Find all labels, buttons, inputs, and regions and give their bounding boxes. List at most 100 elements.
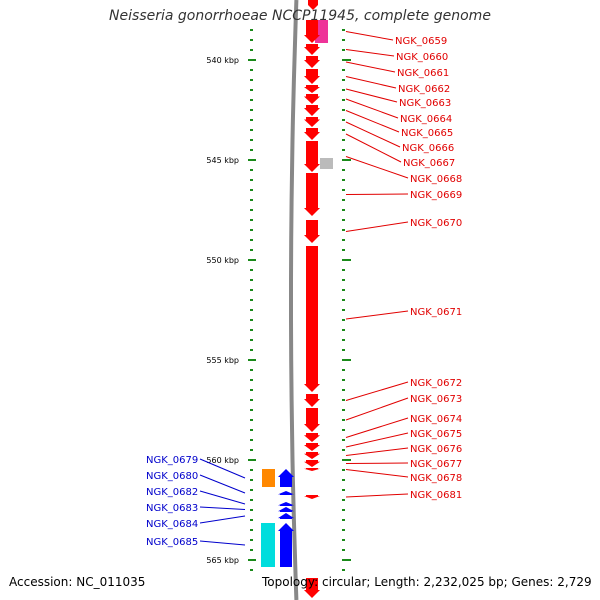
minor-tick-right: [342, 79, 345, 81]
leader-line-ngk_0680: [199, 474, 246, 494]
minor-tick-left: [250, 369, 253, 371]
minor-tick-right: [342, 119, 345, 121]
orange-feature: [262, 469, 275, 487]
minor-tick-right: [342, 219, 345, 221]
minor-tick-right: [342, 49, 345, 51]
minor-tick-right: [342, 239, 345, 241]
minor-tick-left: [250, 229, 253, 231]
minor-tick-right: [342, 429, 345, 431]
major-tick-right: [342, 59, 351, 61]
gene-arrow-ngk_0673: [304, 408, 320, 432]
minor-tick-left: [250, 79, 253, 81]
leader-line-ngk_0675: [345, 432, 409, 448]
minor-tick-right: [342, 29, 345, 31]
minor-tick-left: [250, 289, 253, 291]
minor-tick-right: [342, 149, 345, 151]
minor-tick-left: [250, 339, 253, 341]
major-tick-right: [342, 259, 351, 261]
leader-line-ngk_0677: [345, 462, 409, 464]
leader-line-ngk_0672: [345, 381, 409, 401]
gene-arrow-offscreen-top: [308, 0, 318, 10]
leader-line-ngk_0683: [199, 506, 246, 510]
major-tick-left: [248, 259, 256, 261]
leader-line-ngk_0684: [199, 515, 246, 524]
minor-tick-left: [250, 199, 253, 201]
gene-label-ngk_0675: NGK_0675: [410, 429, 462, 440]
axis-tick-label: 555 kbp: [206, 356, 239, 365]
gene-label-ngk_0665: NGK_0665: [401, 128, 453, 139]
minor-tick-left: [250, 109, 253, 111]
minor-tick-right: [342, 529, 345, 531]
gene-label-ngk_0674: NGK_0674: [410, 414, 462, 425]
minor-tick-right: [342, 179, 345, 181]
gene-arrow-ngk_0682: [278, 502, 294, 506]
leader-line-ngk_0668: [345, 156, 409, 179]
leader-line-ngk_0681: [345, 493, 409, 498]
minor-tick-right: [342, 249, 345, 251]
minor-tick-left: [250, 249, 253, 251]
leader-line-ngk_0682: [199, 490, 246, 505]
leader-line-ngk_0670: [345, 221, 409, 232]
minor-tick-right: [342, 89, 345, 91]
major-tick-left: [248, 559, 256, 561]
gene-label-ngk_0673: NGK_0673: [410, 394, 462, 405]
minor-tick-left: [250, 299, 253, 301]
leader-line-ngk_0666: [345, 121, 401, 148]
map-title: Neisseria gonorrhoeae NCCP11945, complet…: [109, 8, 491, 24]
axis-tick-label: 540 kbp: [206, 56, 239, 65]
gene-label-ngk_0672: NGK_0672: [410, 378, 462, 389]
minor-tick-right: [342, 499, 345, 501]
minor-tick-left: [250, 449, 253, 451]
minor-tick-left: [250, 269, 253, 271]
minor-tick-left: [250, 69, 253, 71]
gene-arrow-ngk_0669: [304, 173, 320, 216]
minor-tick-left: [250, 169, 253, 171]
major-tick-left: [248, 59, 256, 61]
gene-label-ngk_0680: NGK_0680: [146, 471, 198, 482]
gene-label-ngk_0678: NGK_0678: [410, 473, 462, 484]
minor-tick-left: [250, 569, 253, 571]
minor-tick-left: [250, 39, 253, 41]
backbone-line: [289, 0, 299, 600]
minor-tick-left: [250, 499, 253, 501]
leader-line-ngk_0660: [345, 49, 395, 57]
minor-tick-right: [342, 469, 345, 471]
leader-line-ngk_0661: [345, 61, 396, 73]
minor-tick-left: [250, 89, 253, 91]
minor-tick-right: [342, 479, 345, 481]
minor-tick-left: [250, 209, 253, 211]
minor-tick-left: [250, 329, 253, 331]
gene-label-ngk_0679: NGK_0679: [146, 455, 198, 466]
minor-tick-right: [342, 379, 345, 381]
axis-ticks: 540 kbp 545 kbp 550 kbp 555 kbp 560 kbp 565 k…: [206, 29, 351, 571]
gene-arrow-ngk_0674: [304, 433, 320, 442]
gene-arrows: [278, 0, 320, 598]
major-tick-left: [248, 359, 256, 361]
leader-line-ngk_0685: [199, 540, 246, 546]
gene-arrow-ngk_0678: [304, 468, 320, 471]
gene-label-ngk_0682: NGK_0682: [146, 487, 198, 498]
minor-tick-right: [342, 189, 345, 191]
minor-tick-right: [342, 339, 345, 341]
minor-tick-right: [342, 129, 345, 131]
minor-tick-right: [342, 539, 345, 541]
minor-tick-right: [342, 309, 345, 311]
minor-tick-right: [342, 449, 345, 451]
gene-arrow-ngk_0672: [304, 394, 320, 407]
gene-arrow-ngk_0676: [304, 452, 320, 459]
major-tick-right: [342, 559, 351, 561]
gene-arrow-offscreen-bottom: [304, 578, 320, 598]
gene-label-ngk_0670: NGK_0670: [410, 218, 462, 229]
minor-tick-right: [342, 209, 345, 211]
gene-label-ngk_0667: NGK_0667: [403, 158, 455, 169]
minor-tick-right: [342, 419, 345, 421]
gene-arrow-ngk_0670: [304, 220, 320, 243]
minor-tick-left: [250, 49, 253, 51]
leader-line-ngk_0664: [345, 98, 399, 119]
gene-label-ngk_0669: NGK_0669: [410, 190, 462, 201]
minor-tick-left: [250, 439, 253, 441]
minor-tick-left: [250, 479, 253, 481]
minor-tick-left: [250, 129, 253, 131]
leader-line-ngk_0679: [199, 458, 246, 479]
minor-tick-left: [250, 179, 253, 181]
